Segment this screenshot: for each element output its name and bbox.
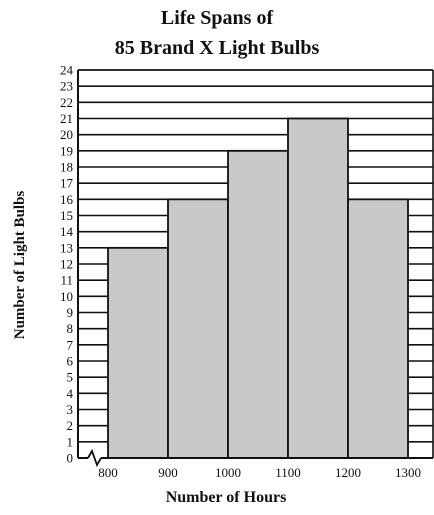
bar-800-900 [107, 246, 169, 459]
y-tick-label-8: 8 [67, 321, 74, 336]
y-tick-label-13: 13 [60, 240, 73, 255]
x-tick-label-1100: 1100 [275, 465, 301, 480]
axes [77, 69, 434, 468]
y-tick-label-12: 12 [60, 257, 73, 272]
x-axis-break [87, 448, 102, 468]
y-axis-label: Number of Light Bulbs [12, 191, 28, 340]
y-tick-label-20: 20 [60, 127, 73, 142]
y-tick-label-23: 23 [60, 79, 73, 94]
y-tick-label-5: 5 [67, 370, 74, 385]
chart-title-line-2: 85 Brand X Light Bulbs [115, 37, 320, 59]
y-tick-label-16: 16 [60, 192, 74, 207]
y-tick-label-11: 11 [60, 273, 73, 288]
x-tick-label-900: 900 [158, 465, 178, 480]
y-tick-label-14: 14 [60, 224, 74, 239]
bar-1100-1200 [287, 117, 349, 459]
x-tick-label-1300: 1300 [395, 465, 421, 480]
y-tick-label-0: 0 [67, 451, 74, 466]
bar-900-1000 [167, 198, 229, 459]
bar-1000-1100 [227, 149, 289, 459]
x-tick-label-800: 800 [98, 465, 118, 480]
chart-title-line-1: Life Spans of [161, 7, 274, 29]
y-tick-label-3: 3 [67, 402, 74, 417]
y-tick-label-7: 7 [67, 337, 74, 352]
y-tick-label-22: 22 [60, 95, 73, 110]
y-tick-label-1: 1 [67, 434, 74, 449]
x-tick-label-1200: 1200 [335, 465, 361, 480]
x-tick-labels: 800 900 1000 1100 1200 1300 [98, 465, 421, 480]
y-tick-label-21: 21 [60, 111, 73, 126]
y-tick-label-6: 6 [67, 354, 74, 369]
x-tick-label-1000: 1000 [215, 465, 241, 480]
x-axis-label: Number of Hours [166, 489, 287, 506]
y-tick-label-17: 17 [60, 176, 74, 191]
y-tick-label-9: 9 [67, 305, 74, 320]
histogram-bars [107, 117, 409, 459]
y-tick-label-4: 4 [67, 386, 74, 401]
y-tick-label-24: 24 [60, 63, 74, 78]
y-tick-label-18: 18 [60, 160, 73, 175]
bar-1200-1300 [347, 198, 409, 459]
y-tick-label-2: 2 [67, 418, 74, 433]
y-tick-label-19: 19 [60, 143, 73, 158]
y-tick-label-15: 15 [60, 208, 73, 223]
y-tick-label-10: 10 [60, 289, 73, 304]
